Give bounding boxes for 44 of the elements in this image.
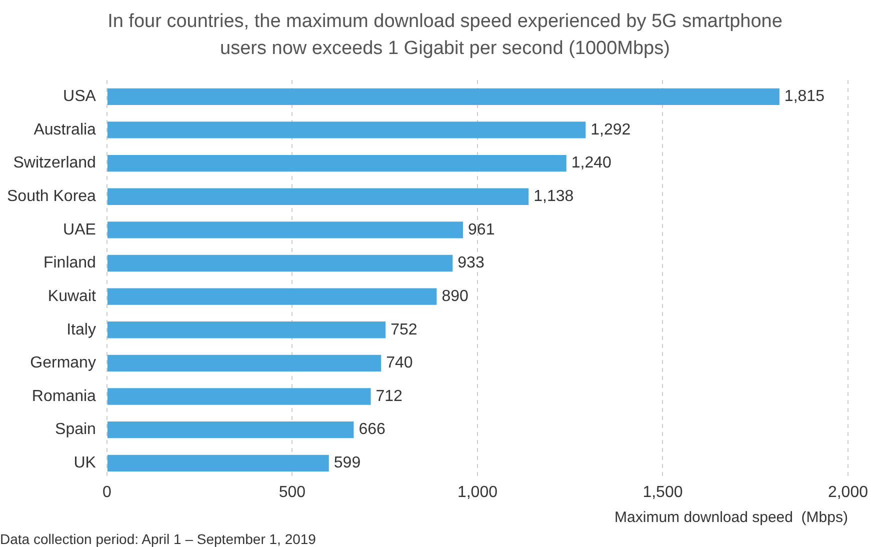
x-axis-title: Maximum download speed (Mbps) [614,509,848,526]
y-tick-label: Romania [32,388,96,405]
data-label: 1,240 [571,154,612,172]
data-label: 752 [390,321,418,338]
x-tick-label: 1,500 [642,484,683,501]
bar [107,421,354,438]
data-label: 666 [358,421,386,438]
bar [107,154,566,172]
data-label: 599 [334,454,361,472]
data-label: 933 [458,254,484,272]
data-label: 712 [376,388,403,405]
x-tick-label: 1,000 [457,484,498,501]
x-tick-label: 0 [102,484,112,501]
y-tick-label: Germany [30,354,96,372]
x-tick-label: 2,000 [828,484,868,501]
y-tick-label: UAE [63,221,96,238]
bar [107,222,464,238]
x-tick-label: 500 [278,484,306,501]
data-label: 1,138 [534,188,574,206]
data-label: 1,292 [590,121,631,138]
chart-title: In four countries, the maximum download speed experienced by 5G smartphone users now exceeds 1 Gigabit per second (1000Mbps) [106,10,784,61]
y-tick-label: UK [74,454,96,472]
data-label: 961 [468,221,495,238]
y-tick-label: Spain [55,421,96,438]
data-label: 890 [442,288,469,305]
y-tick-label: Kuwait [48,288,96,305]
bar [107,188,529,205]
data-label: 1,815 [784,88,825,106]
bar [107,288,437,305]
y-tick-label: South Korea [7,188,96,206]
y-tick-label: Italy [66,321,96,338]
y-tick-label: Switzerland [13,154,96,172]
bar [107,388,371,405]
bar [107,122,586,138]
bar [107,322,386,338]
text: Data collection period: April 1 – September 1, 2019 [0,531,316,547]
bar [107,254,453,272]
bar [107,354,382,372]
bar [107,88,780,105]
y-tick-label: Finland [43,254,96,272]
data-label: 740 [386,354,413,372]
y-tick-label: Australia [34,121,96,138]
y-tick-label: USA [63,88,96,106]
bar [107,454,329,472]
